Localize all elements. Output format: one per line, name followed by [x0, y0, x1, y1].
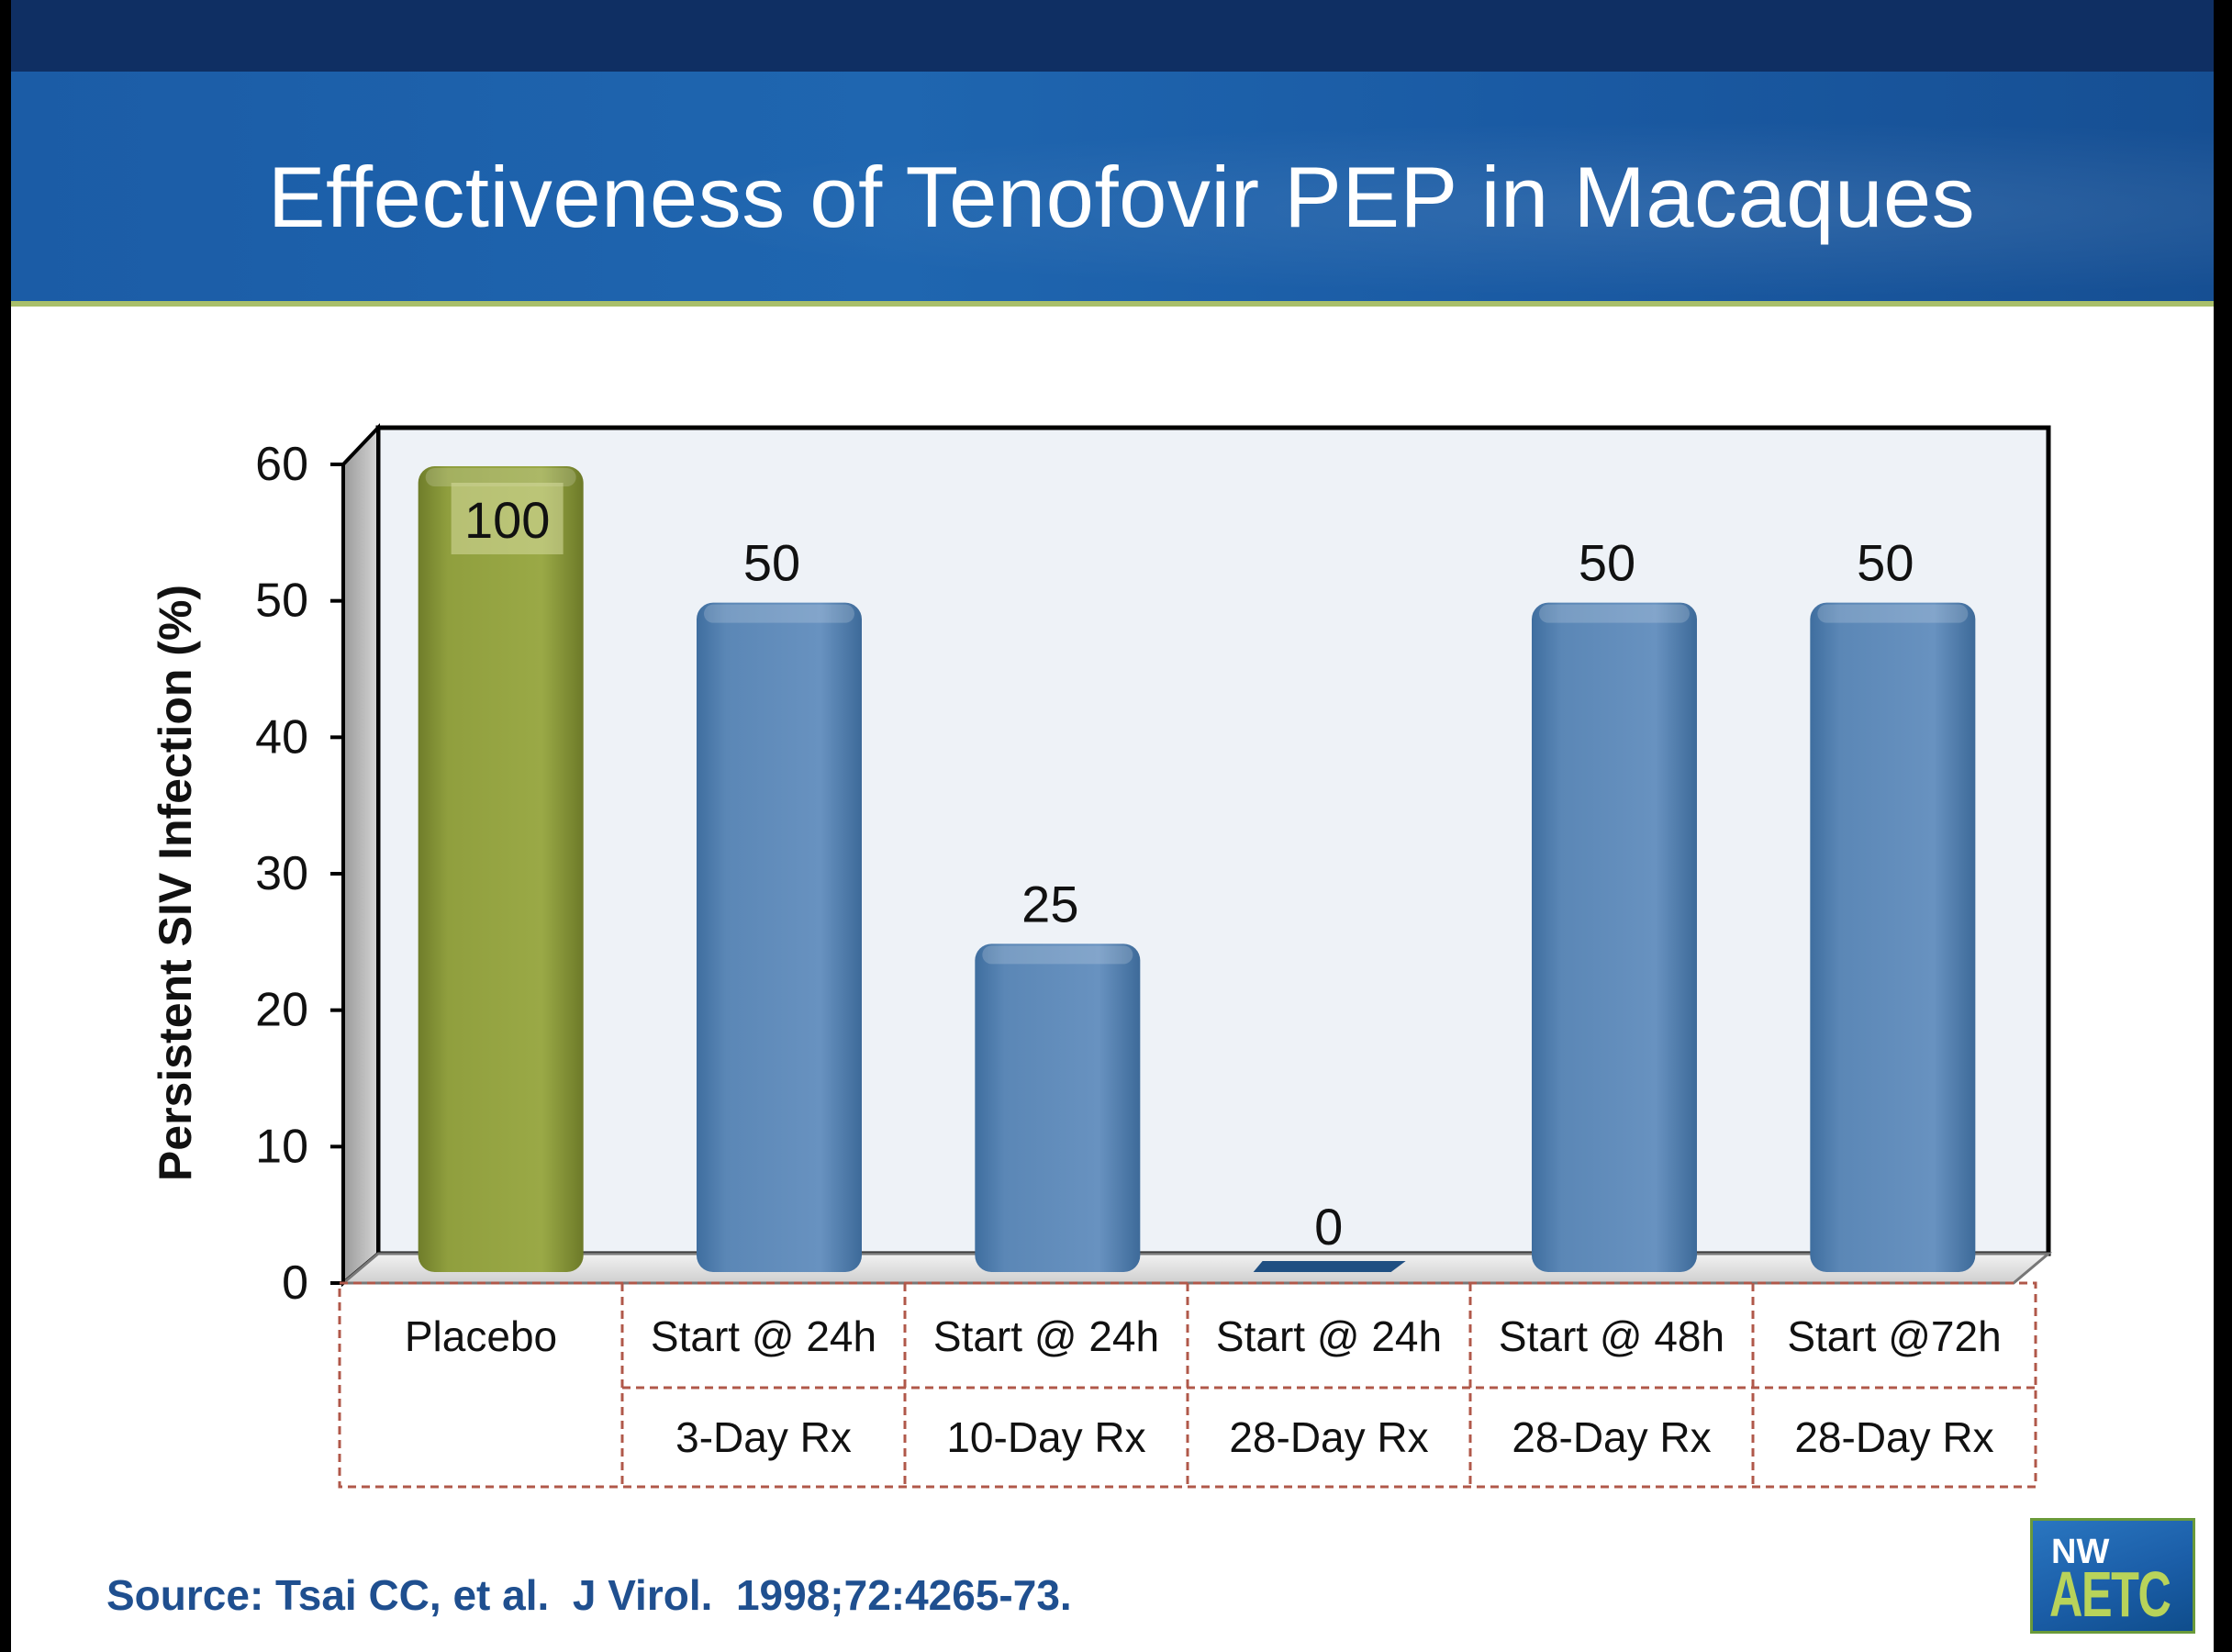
category-sublabel: 28-Day Rx: [1794, 1413, 1993, 1461]
category-label: Start @ 24h: [933, 1312, 1159, 1360]
header-rule: [11, 301, 2214, 307]
slide: Effectiveness of Tenofovir PEP in Macaqu…: [11, 0, 2214, 1652]
bar-cap: [982, 945, 1133, 965]
category-sublabel: 28-Day Rx: [1229, 1413, 1428, 1461]
bar-cap: [1817, 604, 1969, 623]
data-label: 50: [1857, 534, 1914, 592]
bar-chart: 100 50 25 0 50 50 0 10 20 30 40 50 60 Persistent SIV…: [150, 422, 2053, 1489]
bar: [975, 943, 1141, 1272]
y-axis-title: Persistent SIV Infection (%): [150, 585, 201, 1181]
data-label: 50: [1579, 534, 1635, 592]
y-tick-label: 30: [255, 847, 308, 900]
bar: [697, 602, 862, 1272]
plot-side-wall: [341, 422, 380, 1288]
bar: [1532, 602, 1697, 1272]
data-label-box: [451, 483, 564, 554]
header-top-bar: [11, 0, 2214, 72]
data-label: 50: [743, 534, 800, 592]
category-label: Start @ 24h: [651, 1312, 876, 1360]
y-tick-label: 60: [255, 438, 308, 491]
category-sublabel: 28-Day Rx: [1512, 1413, 1711, 1461]
category-label: Start @ 24h: [1216, 1312, 1442, 1360]
category-sublabel: 10-Day Rx: [946, 1413, 1145, 1461]
y-tick-label: 0: [282, 1256, 308, 1310]
bar-cap: [425, 468, 576, 486]
y-tick-label: 40: [255, 710, 308, 764]
bar: [418, 466, 584, 1272]
data-label: 0: [1314, 1198, 1343, 1256]
plot-floor: [339, 1252, 2053, 1285]
source-citation: Source: Tsai CC, et al. J Virol. 1998;72…: [106, 1571, 1072, 1619]
data-label: 25: [1021, 875, 1078, 932]
category-label: Start @72h: [1787, 1312, 2001, 1360]
bar: [1810, 602, 1976, 1272]
bar: [1253, 1261, 1406, 1272]
category-sublabel: 3-Day Rx: [675, 1413, 852, 1461]
bar-cap: [704, 604, 854, 623]
header-band: [11, 72, 2214, 301]
slide-title: Effectiveness of Tenofovir PEP in Macaqu…: [267, 149, 1976, 245]
y-tick-label: 10: [255, 1120, 308, 1173]
data-label: 100: [464, 491, 550, 549]
category-label: Start @ 48h: [1499, 1312, 1724, 1360]
logo-aetc-text: AETC: [2049, 1558, 2171, 1630]
bar-cap: [1539, 604, 1690, 623]
y-tick-label: 50: [255, 575, 308, 628]
plot-back-wall: [375, 425, 2051, 1256]
category-label: Placebo: [405, 1312, 557, 1360]
y-tick-label: 20: [255, 984, 308, 1037]
nw-aetc-logo: NW AETC: [2030, 1518, 2195, 1634]
logo-nw-text: NW: [2051, 1533, 2110, 1571]
